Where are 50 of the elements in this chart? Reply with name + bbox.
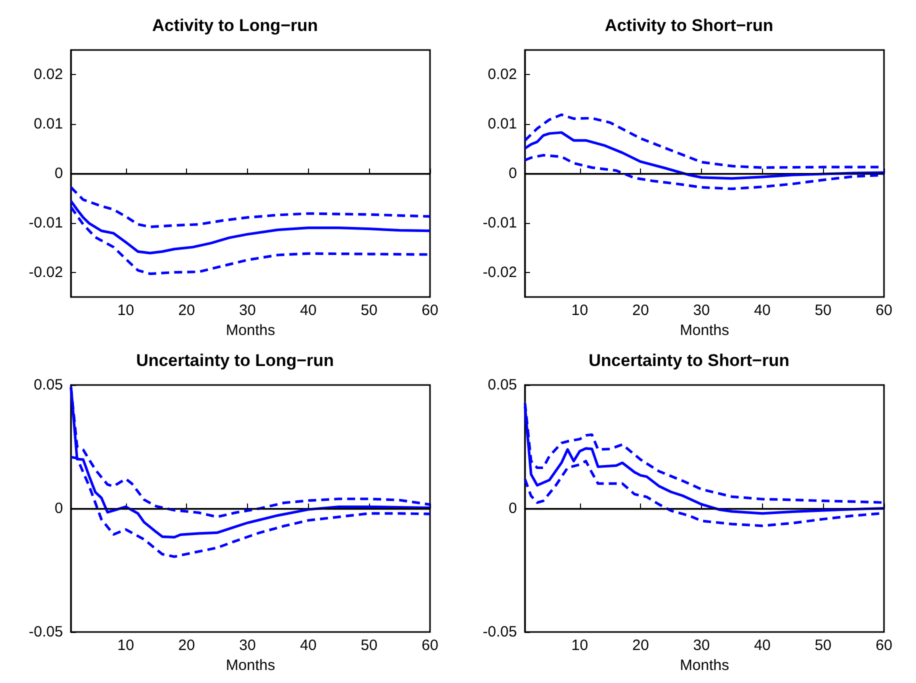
x-tick-label: 60 — [422, 637, 438, 654]
x-tick-label: 30 — [693, 302, 710, 319]
x-axis-title: Months — [226, 322, 276, 339]
x-tick-label: 50 — [360, 637, 378, 654]
x-tick-label: 40 — [754, 637, 771, 654]
x-tick-label: 50 — [814, 302, 832, 319]
x-tick-label: 40 — [300, 302, 317, 319]
x-tick-label: 30 — [239, 637, 256, 654]
x-tick-label: 50 — [814, 637, 832, 654]
x-tick-label: 60 — [422, 302, 438, 319]
chart-title: Activity to Long−run — [152, 16, 318, 35]
y-tick-label: 0 — [54, 165, 63, 182]
y-tick-label: 0.02 — [488, 66, 517, 84]
line-series — [70, 186, 432, 228]
y-tick-label: 0.01 — [488, 116, 517, 133]
y-tick-label: 0.05 — [488, 376, 517, 394]
x-tick-label: 60 — [876, 302, 892, 319]
x-axis-title: Months — [680, 322, 730, 339]
x-tick-label: 10 — [117, 302, 134, 319]
y-tick-label: 0.05 — [34, 376, 63, 394]
x-tick-label: 10 — [571, 302, 588, 319]
x-tick-label: 20 — [178, 302, 195, 319]
x-axis-title: Months — [226, 656, 276, 674]
x-tick-label: 10 — [117, 637, 134, 654]
line-series — [524, 113, 886, 169]
y-tick-label: -0.02 — [482, 264, 517, 281]
x-tick-label: 40 — [754, 302, 771, 319]
y-tick-label: 0 — [508, 165, 517, 182]
y-tick-label: -0.02 — [28, 264, 63, 281]
y-tick-label: -0.05 — [28, 624, 63, 640]
chart-title: Activity to Short−run — [604, 16, 774, 35]
x-tick-label: 30 — [239, 302, 256, 319]
x-tick-label: 40 — [300, 637, 317, 654]
y-tick-label: 0.02 — [34, 66, 63, 84]
x-tick-label: 10 — [571, 637, 588, 654]
y-tick-label: -0.01 — [28, 214, 63, 232]
y-tick-label: 0.01 — [34, 116, 63, 133]
chart-title: Uncertainty to Long−run — [136, 351, 334, 370]
chart-title: Uncertainty to Short−run — [588, 351, 790, 370]
y-tick-label: 0 — [54, 500, 63, 517]
x-tick-label: 60 — [876, 637, 892, 654]
y-tick-label: -0.05 — [482, 624, 517, 640]
x-tick-label: 20 — [632, 302, 649, 319]
y-tick-label: 0 — [508, 500, 517, 517]
x-tick-label: 20 — [632, 637, 649, 654]
x-tick-label: 50 — [360, 302, 378, 319]
x-axis-title: Months — [680, 656, 730, 674]
x-tick-label: 20 — [178, 637, 195, 654]
x-tick-label: 30 — [693, 637, 710, 654]
y-tick-label: -0.01 — [482, 214, 517, 232]
